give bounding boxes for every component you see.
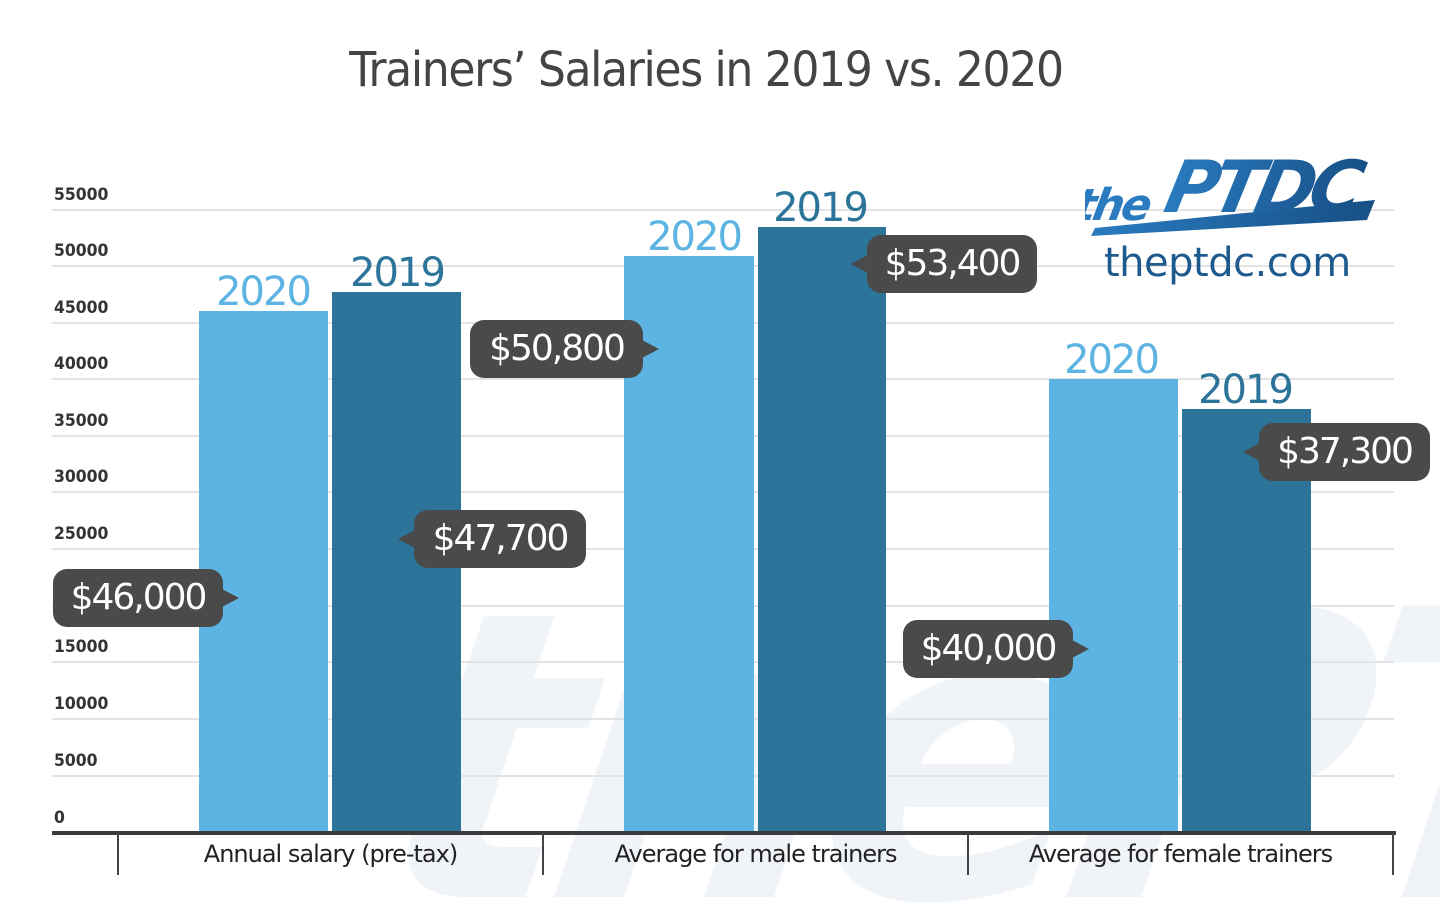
bar-series-label-2019: 2019 (350, 250, 446, 296)
value-callout: $46,000 (53, 569, 239, 627)
x-tick-mark (967, 833, 969, 875)
bar-series-label-2019: 2019 (773, 185, 869, 231)
y-tick-label: 35000 (54, 411, 109, 431)
x-category-label: Average for female trainers (1028, 840, 1333, 868)
value-callout: $37,300 (1243, 423, 1430, 481)
bar-series-label-2020: 2020 (216, 269, 312, 315)
y-tick-label: 5000 (54, 751, 98, 771)
svg-text:the: the (1085, 180, 1155, 231)
bar-series-label-2020: 2020 (647, 214, 743, 260)
y-tick-label: 30000 (54, 467, 109, 487)
value-callout: $47,700 (398, 510, 586, 568)
chart-title: Trainers’ Salaries in 2019 vs. 2020 (349, 42, 1064, 98)
y-tick-label: 10000 (54, 694, 109, 714)
y-tick-label: 50000 (54, 241, 109, 261)
bar-2020-female[interactable] (1049, 379, 1178, 833)
x-axis-line (52, 831, 1396, 835)
x-tick-mark (1392, 833, 1394, 875)
y-tick-label: 25000 (54, 524, 109, 544)
brand-url: theptdc.com (1104, 240, 1351, 286)
bar-series-label-2020: 2020 (1064, 337, 1160, 383)
bar-2020-annual[interactable] (199, 311, 328, 833)
y-tick-label: 40000 (54, 354, 109, 374)
y-tick-label: 15000 (54, 637, 109, 657)
value-callout: $50,800 (470, 320, 659, 378)
svg-text:PTDC: PTDC (1158, 146, 1372, 230)
x-tick-mark (117, 833, 119, 875)
x-category-label: Average for male trainers (614, 840, 898, 868)
theptdc-logo-icon: the PTDC (1085, 146, 1375, 236)
gridline (52, 209, 1394, 211)
bar-series-label-2019: 2019 (1198, 367, 1294, 413)
value-callout: $53,400 (851, 235, 1037, 293)
x-tick-mark (542, 833, 544, 875)
value-callout: $40,000 (903, 620, 1089, 678)
y-tick-label: 0 (54, 808, 65, 828)
x-category-label: Annual salary (pre-tax) (203, 840, 458, 868)
y-tick-label: 55000 (54, 185, 109, 205)
y-tick-label: 45000 (54, 298, 109, 318)
bar-2019-male[interactable] (758, 227, 886, 833)
